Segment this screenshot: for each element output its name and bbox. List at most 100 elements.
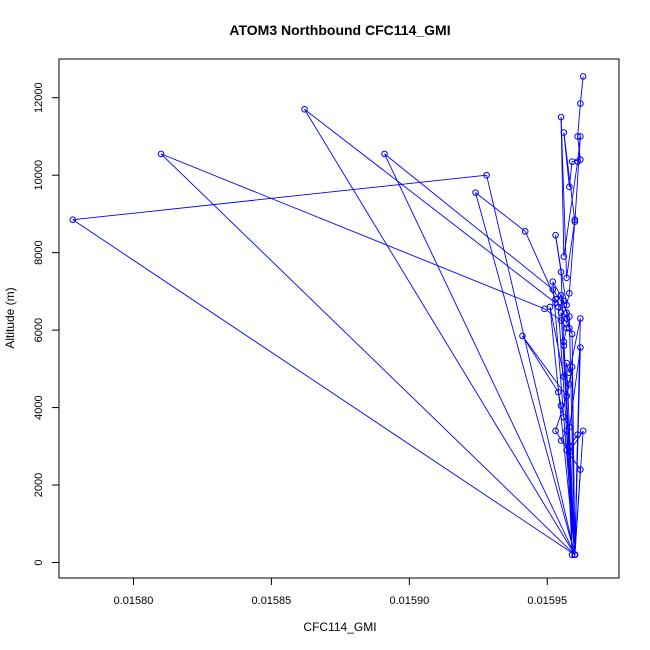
series-segment [557,306,576,555]
data-point [560,297,568,305]
series-segment [560,405,565,418]
x-tick-label: 0.01595 [527,595,567,607]
data-point [549,286,557,293]
data-point [563,392,570,400]
data-point [557,268,565,276]
series-segment [568,426,573,555]
series-segment [579,76,584,104]
data-point [557,113,565,121]
series-segment [549,306,576,555]
x-axis-label: CFC114_GMI [303,620,376,634]
y-tick-label: 12000 [33,82,45,113]
series-segment [304,108,556,304]
data-point [557,437,565,444]
y-tick-label: 6000 [33,318,45,342]
series-segment [566,293,570,306]
data-point [560,338,568,346]
data-point [571,218,579,225]
data-point [560,373,568,380]
data-point [555,388,562,396]
series-segment [384,153,576,555]
series-segment [486,175,576,555]
data-point [574,431,581,438]
series-segment [571,366,576,555]
series-segment [577,103,581,137]
series-segment [563,328,568,342]
series-segment [522,335,559,393]
series-segment [384,153,554,290]
series-segment [566,363,576,555]
data-point [566,183,573,191]
data-point [552,295,559,303]
data-point [549,278,557,286]
series-segment [563,132,576,222]
data-point [519,332,526,340]
y-axis: 0 2000 4000 6000 8000 10000 12000 [33,82,60,566]
data-point [563,427,570,435]
data-point [579,427,587,435]
data-point [557,317,565,324]
data-point [552,427,559,435]
data-point [563,315,570,322]
data-point [557,309,565,316]
data-point [577,100,584,107]
data-point [381,150,388,158]
series-segment [568,430,584,453]
series-segment [555,235,562,273]
data-point [560,129,568,136]
y-tick-label: 2000 [33,473,45,497]
data-point [555,303,562,311]
data-point [579,73,587,80]
data-point [568,330,576,338]
series-segment [574,136,581,222]
series-segment [549,306,565,377]
data-point [566,290,573,297]
data-point [557,291,565,299]
data-point [571,551,579,559]
series-segment [475,192,576,555]
data-point [563,446,570,454]
series-segment [563,376,570,385]
data-point [574,158,581,165]
data-point [560,413,568,421]
data-point [563,359,570,367]
data-point [566,381,573,388]
y-tick-label: 0 [33,559,45,565]
series-segment [560,430,567,441]
data-point [157,150,165,158]
series-segment [566,219,576,278]
data-point [574,133,581,140]
data-point [563,324,570,332]
data-point [541,305,548,313]
data-point [560,253,568,260]
data-point [577,466,584,473]
data-point [571,216,579,224]
data-point [566,324,573,332]
data-point [560,342,568,349]
series-segment [72,219,576,556]
data-point [472,189,479,196]
data-point [577,133,584,140]
data-series [69,73,587,559]
data-point [568,551,576,559]
series-segment [544,308,562,321]
y-tick-label: 8000 [33,240,45,264]
series-segment [563,161,579,257]
data-point [560,301,568,309]
series-segment [72,174,487,221]
y-tick-label: 4000 [33,395,45,419]
data-point [546,303,554,311]
data-point [563,274,570,282]
series-segment [560,117,568,278]
chart-title: ATOM3 Northbound CFC114_GMI [229,22,450,38]
series-segment [304,109,576,555]
series-segment [566,449,581,470]
data-point [521,228,529,235]
data-point [69,216,77,224]
data-point [577,344,584,351]
x-tick-label: 0.01585 [252,595,292,607]
series-segment [568,219,576,294]
series-segment [563,417,570,428]
series-segment [560,272,565,346]
series-segment [557,391,562,406]
